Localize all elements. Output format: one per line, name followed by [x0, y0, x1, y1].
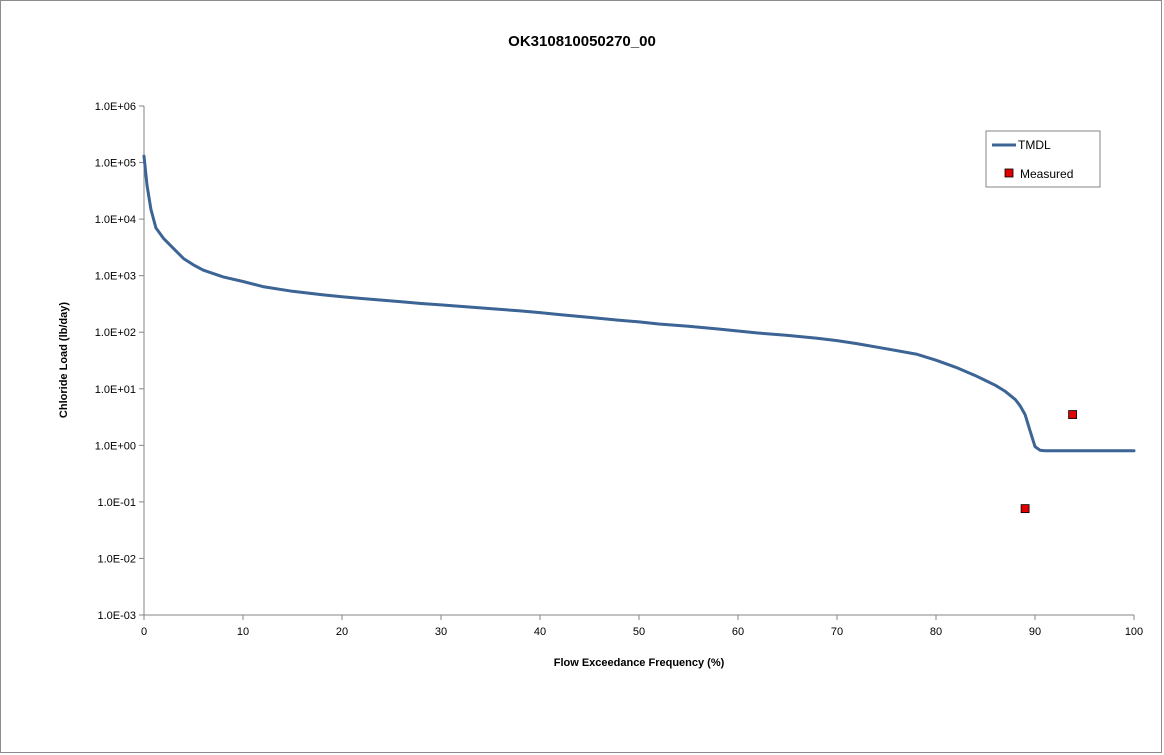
chart-title: OK310810050270_00: [508, 33, 656, 50]
x-tick-label: 0: [141, 626, 147, 638]
series-layer: [142, 154, 1136, 514]
y-tick-label: 1.0E+00: [95, 440, 136, 452]
y-tick-label: 1.0E-03: [97, 610, 136, 622]
x-tick-label: 70: [831, 626, 843, 638]
y-tick-label: 1.0E+04: [95, 214, 136, 226]
legend-tmdl-label: TMDL: [1018, 138, 1051, 152]
x-tick-label: 30: [435, 626, 447, 638]
x-tick-label: 100: [1125, 626, 1143, 638]
x-tick-label: 60: [732, 626, 744, 638]
plot-area: 0 10 20 30 40 50 60 70 80 90 100 1.0E-031.0E-021.0…: [95, 101, 1143, 638]
y-tick-label: 1.0E-02: [97, 553, 136, 565]
x-ticks: 0 10 20 30 40 50 60 70 80 90 100: [141, 615, 1143, 638]
y-tick-label: 1.0E-01: [97, 497, 136, 509]
legend-box: [985, 130, 1101, 188]
y-ticks: 1.0E-03 1.0E-02 1.0E-01 1.0E+00 1.0E+01 1.0E+…: [95, 101, 144, 622]
y-axis-title: Chloride Load (lb/day): [58, 302, 70, 418]
y-tick-label: 1.0E+06: [95, 101, 136, 113]
y-tick-label: 1.0E+03: [95, 271, 136, 283]
data-point-measured: [1020, 504, 1030, 514]
series-line-tmdl: [142, 154, 1136, 453]
data-point-measured: [1068, 410, 1078, 419]
y-tick-label: 1.0E+05: [95, 158, 136, 170]
legend-measured-swatch: [1004, 168, 1014, 178]
legend: TMDL Measured: [985, 130, 1101, 188]
y-tick-label: 1.0E+02: [95, 327, 136, 339]
x-tick-label: 20: [336, 626, 348, 638]
y-tick-label: 1.0E+01: [95, 384, 136, 396]
x-tick-label: 80: [930, 626, 942, 638]
x-tick-label: 90: [1029, 626, 1041, 638]
x-tick-label: 40: [534, 626, 546, 638]
legend-measured-label: Measured: [1020, 167, 1073, 181]
x-axis-title: Flow Exceedance Frequency (%): [554, 657, 725, 669]
x-tick-label: 50: [633, 626, 645, 638]
x-tick-label: 10: [237, 626, 249, 638]
